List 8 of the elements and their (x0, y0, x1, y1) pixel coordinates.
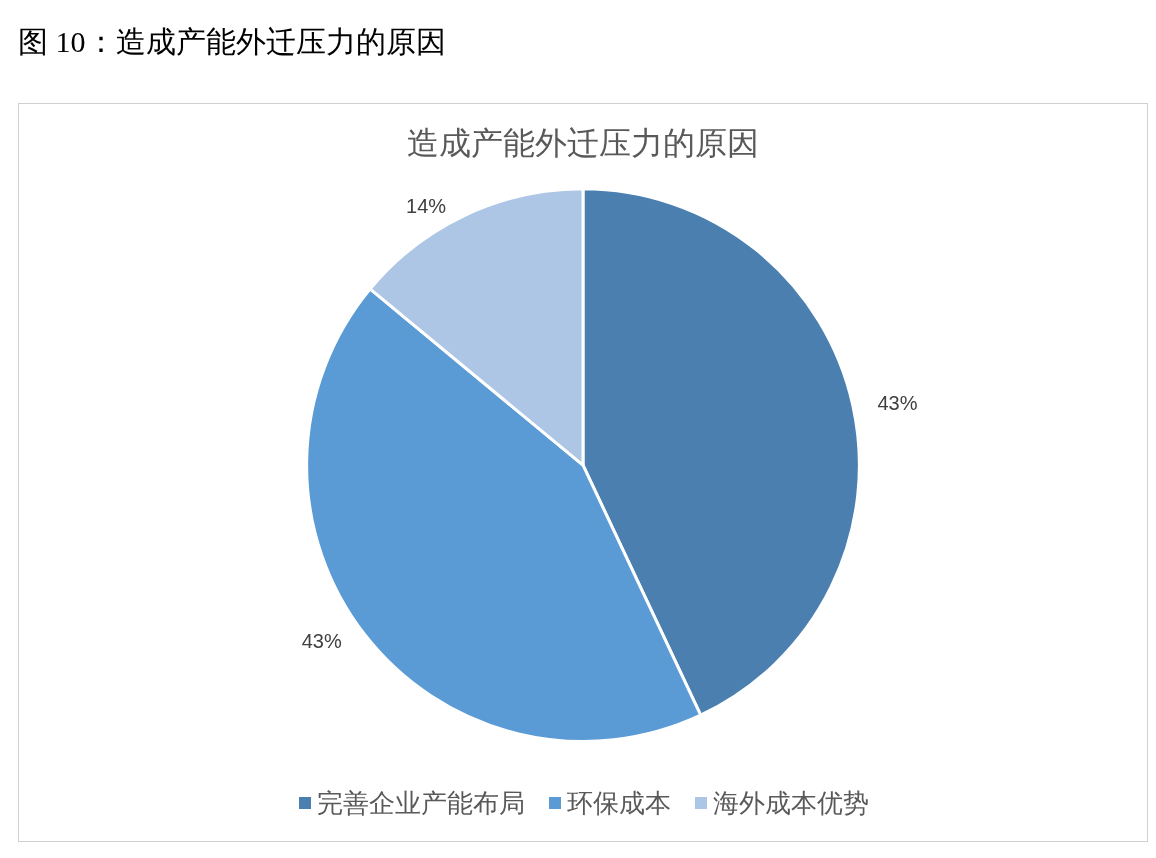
data-label: 14% (406, 195, 447, 218)
data-label: 43% (877, 391, 918, 414)
caption: 图 10：造成产能外迁压力的原因 (18, 24, 446, 60)
data-label: 43% (301, 629, 342, 652)
legend-label: 环保成本 (567, 788, 671, 818)
chart-title: 造成产能外迁压力的原因 (407, 125, 759, 161)
legend-label: 海外成本优势 (713, 788, 869, 818)
legend-label: 完善企业产能布局 (317, 788, 525, 818)
